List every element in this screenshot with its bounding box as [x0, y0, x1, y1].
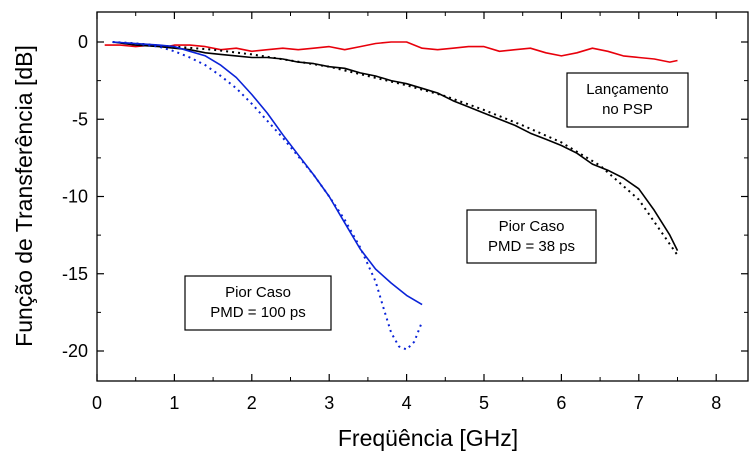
annotation-text: PMD = 38 ps [488, 238, 575, 255]
y-tick-label: 0 [78, 32, 88, 52]
annotation-box [466, 209, 597, 264]
x-tick-label: 2 [247, 393, 257, 413]
y-tick-label: -15 [62, 264, 88, 284]
annotation-box [566, 72, 689, 128]
x-tick-label: 7 [634, 393, 644, 413]
series-layer [104, 41, 679, 351]
x-tick-label: 8 [711, 393, 721, 413]
x-tick-label: 3 [324, 393, 334, 413]
y-tick-label: -10 [62, 187, 88, 207]
x-tick-label: 6 [556, 393, 566, 413]
ticks-layer: 0 1 2 3 4 5 6 7 8 0 -5 -10 -15 -20 [62, 12, 748, 413]
annotation-box [184, 275, 332, 331]
series-blue-dotted-line [112, 41, 424, 351]
y-tick-label: -5 [72, 109, 88, 129]
series-blue-solid-line [112, 41, 423, 306]
x-tick-label: 5 [479, 393, 489, 413]
x-tick-label: 1 [169, 393, 179, 413]
annotation-text: Lançamento [586, 81, 669, 98]
annotations-layer: Lançamento no PSP Pior Caso PMD = 38 ps Pior… [184, 72, 689, 331]
annotation-text: no PSP [602, 101, 653, 118]
y-tick-label: -20 [62, 341, 88, 361]
x-tick-label: 4 [402, 393, 412, 413]
x-tick-label: 0 [92, 393, 102, 413]
series-black-dotted-line [112, 41, 679, 256]
series-red-solid-line [104, 41, 678, 63]
series-black-solid-line [112, 41, 679, 251]
x-axis-title: Freqüência [GHz] [338, 425, 518, 451]
annotation-text: PMD = 100 ps [210, 304, 305, 321]
annotation-text: Pior Caso [225, 284, 291, 301]
annotation-text: Pior Caso [499, 218, 565, 235]
y-axis-title: Função de Transferência [dB] [11, 45, 37, 347]
